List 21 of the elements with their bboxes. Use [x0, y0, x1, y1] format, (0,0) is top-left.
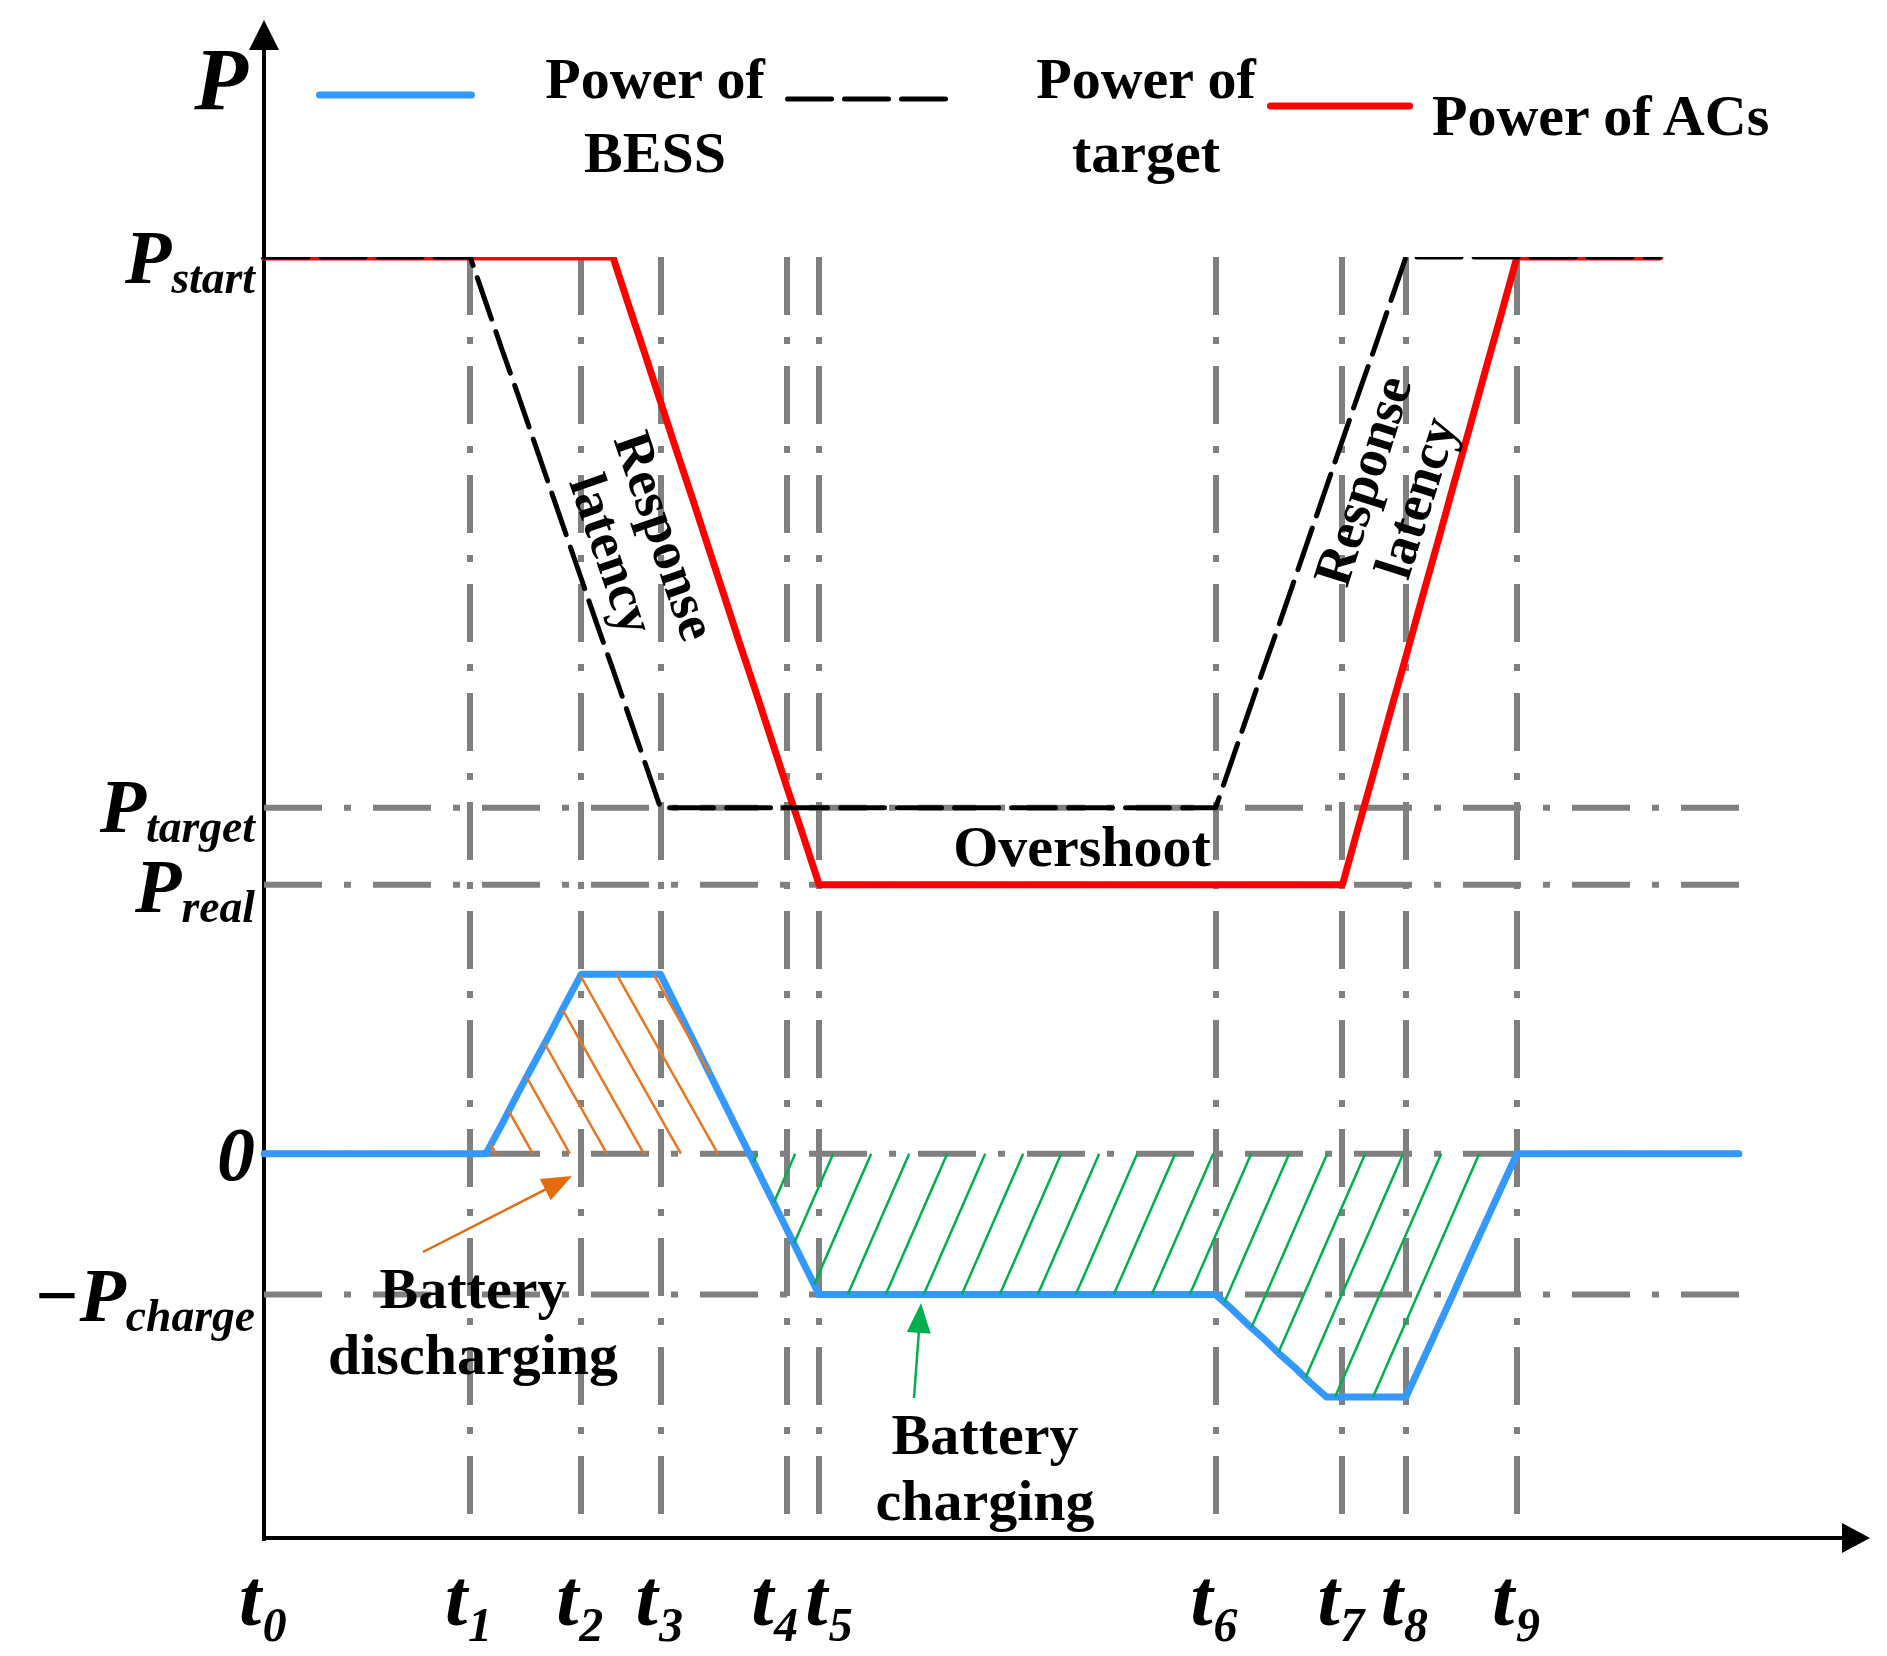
x-tick-label: t₁ [445, 1554, 496, 1642]
x-tick-label: t₇ [1317, 1554, 1368, 1642]
x-tick-label: t₃ [635, 1554, 686, 1642]
x-tick-label: t₀ [238, 1554, 290, 1642]
legend-label: Power of target [1036, 46, 1256, 185]
x-tick-label: t₆ [1190, 1554, 1241, 1642]
text: P$_{start}$ [124, 215, 255, 306]
y-axis-title: P [194, 31, 248, 128]
x-tick-label: t₅ [805, 1554, 856, 1642]
annotation: Battery charging [875, 1402, 1095, 1533]
ref-line-label: −P$_{charge}$ [33, 1252, 255, 1343]
x-tick-label: t₉ [1491, 1554, 1543, 1642]
ref-line-label: 0 [217, 1111, 255, 1196]
x-tick-label: t₄ [751, 1554, 802, 1642]
x-tick-label: t₈ [1380, 1554, 1431, 1642]
annotation: Overshoot [953, 814, 1211, 879]
legend-label: Power of ACs [1432, 83, 1770, 148]
legend-label: Power of BESS [545, 46, 765, 185]
annotation: Battery discharging [327, 1256, 619, 1387]
annotation: Response latency [557, 423, 730, 648]
x-tick-label: t₂ [556, 1554, 607, 1642]
